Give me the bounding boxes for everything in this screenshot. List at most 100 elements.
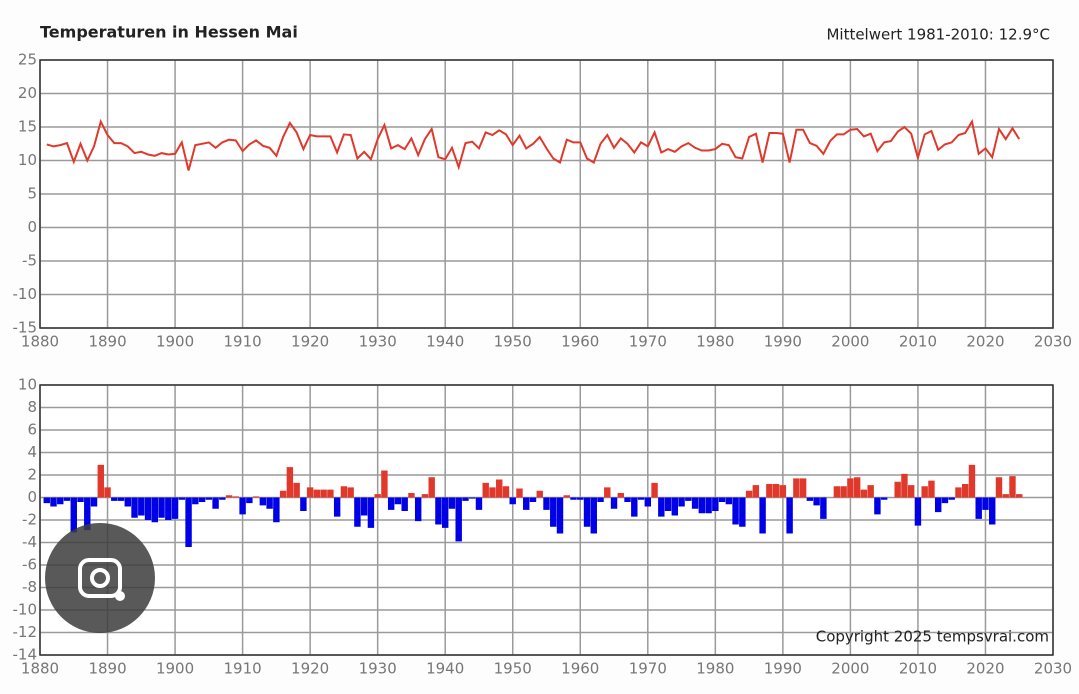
y-tick-label: -6 — [22, 556, 37, 574]
bar — [874, 497, 881, 515]
y-tick-label: 10 — [18, 376, 37, 394]
bar — [428, 477, 435, 498]
bar — [759, 497, 766, 534]
bar — [860, 489, 868, 498]
bar — [651, 482, 658, 498]
y-tick-label: 2 — [27, 466, 37, 484]
bar — [354, 497, 361, 527]
bar — [273, 497, 280, 523]
bar — [644, 497, 652, 507]
bar — [989, 497, 996, 525]
bar — [252, 496, 260, 498]
bar — [833, 486, 841, 498]
bar — [624, 497, 631, 502]
bar — [279, 490, 287, 498]
bar — [50, 497, 57, 507]
bar — [381, 470, 388, 498]
bar — [914, 497, 922, 526]
bar — [847, 478, 854, 498]
bar — [867, 485, 874, 498]
lens-circle — [45, 523, 155, 633]
bar — [43, 497, 50, 504]
bar — [165, 497, 172, 520]
bar — [550, 497, 557, 527]
y-tick-label: 8 — [27, 398, 37, 416]
x-tick-label: 1900 — [156, 660, 194, 678]
bar — [63, 497, 71, 501]
x-tick-label: 1890 — [88, 660, 126, 678]
bar — [921, 486, 928, 498]
bar — [948, 497, 955, 500]
bar — [536, 490, 543, 498]
lens-corner — [115, 591, 125, 601]
x-tick-label: 1960 — [561, 333, 599, 351]
x-tick-label: 1920 — [291, 333, 329, 351]
y-tick-label: -12 — [13, 623, 38, 641]
bar — [300, 497, 307, 511]
bar — [496, 479, 503, 498]
y-tick-label: -2 — [22, 511, 37, 529]
bar — [786, 497, 793, 534]
bar — [523, 497, 530, 510]
bar — [158, 497, 165, 518]
x-tick-label: 1990 — [764, 333, 802, 351]
bar — [955, 487, 962, 498]
bar — [266, 497, 273, 509]
y-tick-label: 15 — [18, 118, 37, 136]
annotation: Mittelwert 1981-2010: 12.9°C — [826, 26, 1050, 44]
bar — [117, 497, 125, 501]
bar — [617, 493, 624, 498]
bar — [577, 497, 584, 500]
bar — [441, 497, 449, 528]
bar — [198, 497, 206, 502]
bar — [772, 484, 780, 498]
y-tick-label: 5 — [27, 185, 37, 203]
bar — [347, 487, 354, 498]
x-tick-label: 1900 — [156, 333, 194, 351]
bar — [752, 485, 760, 498]
bar — [340, 486, 348, 498]
bar — [583, 497, 591, 527]
bar — [185, 497, 192, 547]
bar — [455, 497, 462, 542]
bar — [793, 478, 800, 498]
copyright: Copyright 2025 tempsvrai.com — [816, 628, 1049, 646]
bar — [435, 497, 442, 525]
bar — [212, 497, 219, 509]
x-tick-label: 1930 — [359, 660, 397, 678]
bar — [799, 478, 807, 498]
bar — [286, 467, 294, 498]
y-tick-label: 0 — [27, 488, 37, 506]
y-tick-label: 4 — [27, 443, 37, 461]
bar — [259, 497, 267, 506]
bar — [394, 497, 402, 505]
bar — [631, 497, 638, 517]
bar — [327, 489, 334, 498]
bar — [658, 497, 665, 517]
y-tick-label: -14 — [13, 646, 38, 664]
bar — [813, 497, 820, 506]
x-tick-label: 2020 — [966, 333, 1004, 351]
x-tick-label: 1920 — [291, 660, 329, 678]
bar — [604, 487, 611, 498]
x-tick-label: 1980 — [696, 333, 734, 351]
bar — [691, 497, 699, 509]
bar — [739, 497, 746, 527]
bar — [982, 497, 989, 510]
bar — [489, 487, 496, 498]
bar — [563, 495, 570, 498]
bar — [84, 497, 91, 531]
x-tick-label: 1960 — [561, 660, 599, 678]
bar — [705, 497, 712, 514]
bar — [97, 464, 104, 498]
bar — [995, 477, 1003, 498]
bar — [482, 482, 489, 498]
x-tick-label: 1970 — [629, 660, 667, 678]
bar — [732, 497, 739, 525]
bar — [131, 497, 138, 518]
bar — [853, 477, 861, 498]
x-tick-label: 2010 — [899, 660, 937, 678]
lens-icon — [45, 523, 155, 633]
bar — [516, 488, 523, 498]
